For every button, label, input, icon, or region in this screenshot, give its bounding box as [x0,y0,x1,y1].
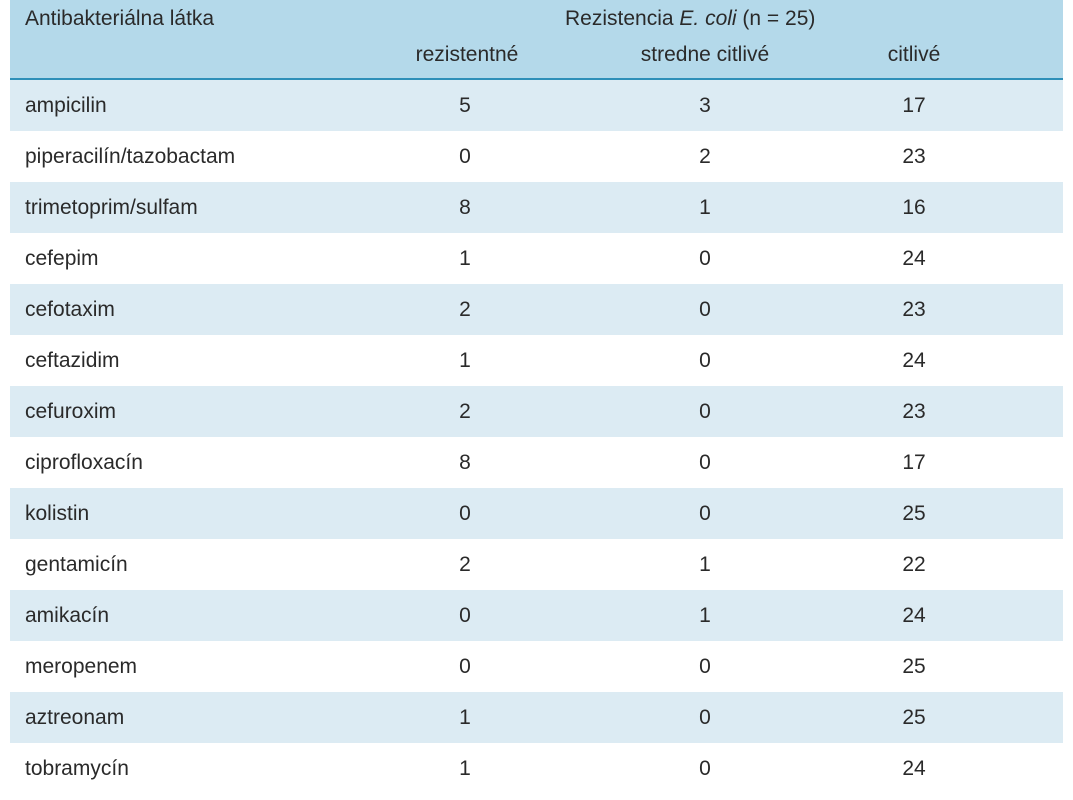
substance-cell: ampicilin [25,94,107,117]
resistant-count-cell: 2 [459,298,471,321]
substance-cell: kolistin [25,502,90,525]
intermediate-count-cell: 0 [699,298,711,321]
resistant-count-cell: 2 [459,553,471,576]
substance-cell: amikacín [25,604,110,627]
table-row: cefuroxim 2 0 23 [10,386,1063,437]
susceptible-count-cell: 24 [902,757,926,780]
header-col-intermediate: stredne citlivé [640,43,770,66]
table-row: piperacilín/tazobactam 0 2 23 [10,131,1063,182]
substance-cell: gentamicín [25,553,128,576]
intermediate-count-cell: 0 [699,400,711,423]
intermediate-count-cell: 0 [699,349,711,372]
susceptible-count-cell: 25 [902,502,926,525]
resistant-count-cell: 1 [459,757,471,780]
susceptible-count-cell: 23 [902,298,926,321]
substance-cell: ciprofloxacín [25,451,143,474]
intermediate-count-cell: 3 [699,94,711,117]
table-row: cefotaxim 2 0 23 [10,284,1063,335]
intermediate-count-cell: 0 [699,706,711,729]
substance-cell: cefuroxim [25,400,117,423]
header-col-resistant: rezistentné [415,43,519,66]
header-group-organism: E. coli [679,7,737,30]
resistant-count-cell: 0 [459,604,471,627]
substance-cell: meropenem [25,655,138,678]
resistant-count-cell: 8 [459,451,471,474]
header-group-prefix: Rezistencia [565,7,680,30]
table-row: aztreonam 1 0 25 [10,692,1063,743]
header-divider [10,78,1063,80]
table-row: trimetoprim/sulfam 8 1 16 [10,182,1063,233]
header-substance: Antibakteriálna látka [25,7,215,30]
susceptible-count-cell: 17 [902,94,926,117]
table-header: Antibakteriálna látka Rezistencia E. col… [10,0,1063,78]
susceptible-count-cell: 23 [902,400,926,423]
resistant-count-cell: 5 [459,94,471,117]
substance-cell: cefotaxim [25,298,115,321]
table-row: ciprofloxacín 8 0 17 [10,437,1063,488]
resistant-count-cell: 0 [459,145,471,168]
header-col-susceptible: citlivé [887,43,941,66]
intermediate-count-cell: 2 [699,145,711,168]
intermediate-count-cell: 1 [699,196,711,219]
header-group-suffix: (n = 25) [736,7,816,30]
resistant-count-cell: 1 [459,247,471,270]
susceptible-count-cell: 24 [902,247,926,270]
resistant-count-cell: 2 [459,400,471,423]
susceptible-count-cell: 16 [902,196,926,219]
substance-cell: cefepim [25,247,99,270]
substance-cell: tobramycín [25,757,129,780]
substance-cell: aztreonam [25,706,125,729]
table-row: amikacín 0 1 24 [10,590,1063,641]
resistance-table: Antibakteriálna látka Rezistencia E. col… [10,0,1063,795]
susceptible-count-cell: 25 [902,706,926,729]
susceptible-count-cell: 24 [902,604,926,627]
substance-cell: piperacilín/tazobactam [25,145,236,168]
susceptible-count-cell: 23 [902,145,926,168]
resistant-count-cell: 0 [459,655,471,678]
susceptible-count-cell: 22 [902,553,926,576]
susceptible-count-cell: 25 [902,655,926,678]
substance-cell: ceftazidim [25,349,120,372]
header-group-title: Rezistencia E. coli (n = 25) [565,7,815,31]
table-row: ceftazidim 1 0 24 [10,335,1063,386]
table-row: tobramycín 1 0 24 [10,743,1063,794]
intermediate-count-cell: 0 [699,451,711,474]
table-row: kolistin 0 0 25 [10,488,1063,539]
intermediate-count-cell: 0 [699,247,711,270]
resistant-count-cell: 0 [459,502,471,525]
table-row: cefepim 1 0 24 [10,233,1063,284]
intermediate-count-cell: 0 [699,757,711,780]
susceptible-count-cell: 24 [902,349,926,372]
table-row: ampicilin 5 3 17 [10,80,1063,131]
table-row: meropenem 0 0 25 [10,641,1063,692]
resistant-count-cell: 1 [459,706,471,729]
intermediate-count-cell: 0 [699,655,711,678]
table-body: ampicilin 5 3 17 piperacilín/tazobactam 0 2 23 t… [10,80,1063,794]
intermediate-count-cell: 1 [699,604,711,627]
susceptible-count-cell: 17 [902,451,926,474]
table-row: gentamicín 2 1 22 [10,539,1063,590]
resistant-count-cell: 1 [459,349,471,372]
resistant-count-cell: 8 [459,196,471,219]
intermediate-count-cell: 1 [699,553,711,576]
intermediate-count-cell: 0 [699,502,711,525]
substance-cell: trimetoprim/sulfam [25,196,198,219]
